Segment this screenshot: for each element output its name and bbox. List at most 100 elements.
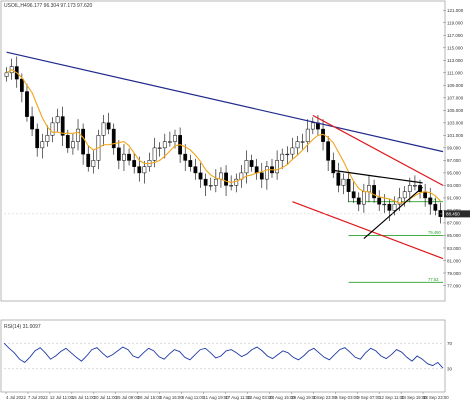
trendline	[333, 169, 423, 184]
y-tick-label: 95.000	[447, 171, 461, 176]
x-tick-label: 9 Sep 07:00	[357, 395, 381, 400]
candle-body	[310, 122, 315, 130]
candle-body	[407, 185, 412, 192]
moving-average-line	[6, 69, 441, 204]
candle-body	[372, 185, 376, 199]
candle-body	[377, 197, 382, 205]
candle-body	[60, 116, 65, 136]
trendline	[6, 51, 444, 153]
candle-body	[305, 128, 310, 142]
trendline	[312, 114, 444, 186]
candle-body	[229, 185, 234, 187]
candle-body	[101, 122, 106, 136]
rsi-label: RSI(14) 31.0097	[4, 324, 41, 330]
candle-body	[254, 166, 259, 174]
candle-body	[35, 128, 40, 149]
x-tick-label: 25 Jul 09:00	[116, 395, 140, 400]
candle-body	[219, 172, 223, 180]
candle-body	[168, 141, 172, 143]
x-tick-label: 8 Aug 11:00	[182, 395, 205, 400]
candle-body	[127, 153, 131, 161]
candle-body	[55, 116, 60, 124]
x-tick-label: 15 Jul 11:00	[72, 395, 96, 400]
candle-body	[300, 141, 305, 143]
candle-body	[91, 160, 96, 167]
candle-body	[392, 203, 397, 211]
candle-body	[341, 178, 346, 186]
y-tick-label: 119.000	[447, 21, 463, 26]
candle-body	[382, 203, 387, 206]
candle-body	[367, 185, 371, 192]
candle-body	[331, 160, 336, 174]
candle-body	[438, 210, 443, 217]
candle-body	[336, 172, 341, 186]
candle-body	[122, 153, 126, 161]
candle-body	[423, 191, 428, 199]
candle-body	[249, 160, 254, 167]
candle-body	[173, 135, 177, 142]
candle-body	[30, 116, 34, 130]
y-tick-label: 107.000	[447, 96, 464, 101]
y-tick-label: 79.000	[447, 271, 461, 276]
candle-body	[208, 185, 213, 187]
candle-body	[346, 178, 351, 192]
x-tick-label: 24 Aug 15:00	[269, 395, 295, 400]
x-tick-label: 20 Jul 11:00	[94, 395, 118, 400]
candle-body	[50, 122, 55, 136]
candle-body	[152, 147, 157, 161]
x-tick-label: 22 Aug 03:00	[247, 395, 273, 400]
candle-body	[203, 178, 208, 186]
x-tick-label: 11 Aug 19:00	[204, 395, 230, 400]
candle-body	[193, 166, 198, 174]
x-tick-label: 12 Sep 11:00	[379, 395, 405, 400]
candle-body	[111, 128, 116, 149]
candle-body	[259, 172, 264, 180]
candle-body	[402, 191, 407, 199]
y-tick-label: 87.000	[447, 221, 461, 226]
x-tick-label: 14 Sep 19:00	[401, 395, 427, 400]
candle-body	[76, 128, 80, 142]
y-tick-label: 91.000	[447, 196, 461, 201]
candle-body	[265, 166, 269, 180]
candle-body	[295, 141, 300, 149]
candle-body	[183, 153, 188, 161]
y-tick-label: 99.000	[447, 146, 461, 151]
candle-body	[116, 147, 121, 161]
x-tick-label: 29 Aug 19:00	[291, 395, 317, 400]
candle-body	[280, 153, 285, 161]
x-tick-label: 1 Sep 23:00	[313, 395, 337, 400]
y-tick-label: 115.000	[447, 46, 463, 51]
y-tick-label: 101.000	[447, 133, 464, 138]
x-tick-label: 4 Jul 2022	[6, 395, 26, 400]
x-tick-label: 28 Jul 15:00	[138, 395, 162, 400]
candle-body	[81, 128, 86, 155]
x-tick-label: 3 Aug 15:00	[160, 395, 184, 400]
candle-body	[361, 191, 366, 205]
support-level-label: 77.53	[428, 277, 439, 282]
candle-body	[137, 166, 142, 174]
trendline	[292, 201, 444, 260]
candle-body	[40, 141, 45, 149]
y-tick-label: 103.000	[447, 121, 464, 126]
x-tick-label: 12 Jul 11:00	[50, 395, 74, 400]
candle-body	[428, 197, 433, 205]
candle-body	[433, 203, 438, 211]
y-tick-label: 121.000	[447, 8, 464, 13]
rsi-level-label: 70	[447, 341, 453, 346]
candle-body	[142, 166, 147, 174]
candle-body	[290, 147, 295, 155]
y-tick-label: 105.000	[447, 108, 464, 113]
candle-body	[65, 135, 70, 149]
candle-body	[244, 160, 249, 174]
candle-body	[224, 172, 228, 186]
x-tick-label: 17 Aug 11:00	[226, 395, 252, 400]
y-tick-label: 97.000	[447, 158, 461, 163]
candle-body	[106, 122, 111, 130]
candle-body	[45, 135, 50, 142]
candle-body	[275, 160, 279, 174]
y-tick-label: 81.000	[447, 258, 461, 263]
candle-body	[162, 141, 167, 149]
